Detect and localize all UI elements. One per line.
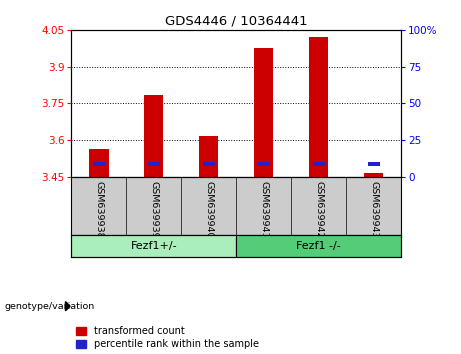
Text: GSM639943: GSM639943 bbox=[369, 181, 378, 239]
Bar bbox=[258, 162, 270, 166]
Text: genotype/variation: genotype/variation bbox=[5, 302, 95, 311]
Bar bbox=[313, 162, 325, 166]
Bar bbox=[148, 162, 160, 166]
Bar bbox=[236, 235, 401, 257]
Text: GSM639942: GSM639942 bbox=[314, 181, 323, 239]
Text: GSM639940: GSM639940 bbox=[204, 181, 213, 239]
Text: Fezf1+/-: Fezf1+/- bbox=[130, 241, 177, 251]
Text: GSM639941: GSM639941 bbox=[259, 181, 268, 239]
Text: GSM639939: GSM639939 bbox=[149, 181, 159, 239]
Bar bbox=[254, 48, 273, 177]
Bar bbox=[367, 162, 380, 166]
Text: GSM639938: GSM639938 bbox=[95, 181, 103, 239]
Bar bbox=[199, 136, 219, 177]
Text: Fezf1 -/-: Fezf1 -/- bbox=[296, 241, 341, 251]
Bar bbox=[71, 235, 236, 257]
Bar bbox=[364, 173, 383, 177]
Bar bbox=[203, 162, 215, 166]
Bar bbox=[89, 149, 108, 177]
Bar bbox=[309, 38, 328, 177]
Legend: transformed count, percentile rank within the sample: transformed count, percentile rank withi… bbox=[77, 326, 259, 349]
Bar bbox=[144, 95, 164, 177]
Bar bbox=[93, 162, 105, 166]
Title: GDS4446 / 10364441: GDS4446 / 10364441 bbox=[165, 15, 307, 28]
